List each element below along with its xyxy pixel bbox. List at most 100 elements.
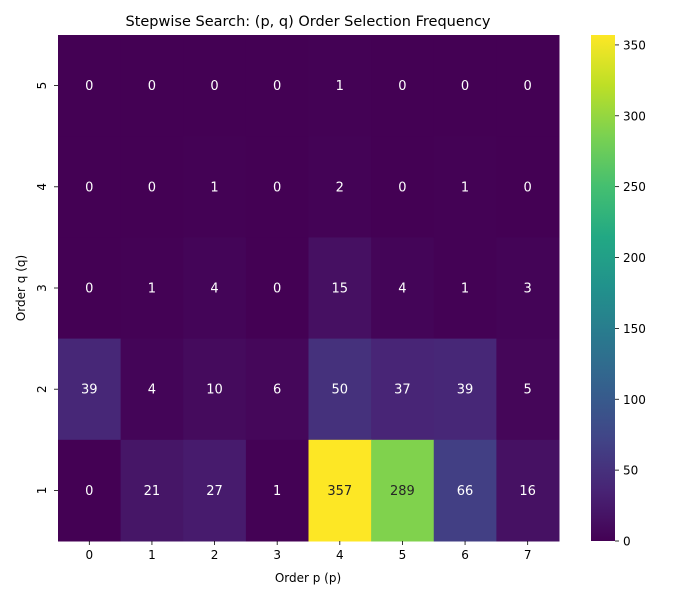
heatmap-cell [371, 35, 435, 137]
y-axis-label: Order q (q) [14, 255, 28, 321]
cell-value-label: 4 [148, 383, 156, 398]
cell-value-label: 37 [394, 383, 411, 398]
cell-value-label: 0 [85, 180, 93, 195]
colorbar-tick-label: 50 [623, 464, 638, 478]
cell-value-label: 357 [327, 484, 352, 499]
heatmap-cell [183, 439, 247, 542]
cell-value-label: 0 [398, 180, 406, 195]
cell-value-label: 2 [336, 180, 344, 195]
heatmap-cell [433, 35, 497, 137]
heatmap-cell [433, 136, 497, 238]
cell-value-label: 66 [457, 484, 474, 499]
y-tick-label: 2 [35, 385, 49, 393]
cell-value-label: 289 [390, 484, 415, 499]
colorbar-tick-label: 150 [623, 322, 646, 336]
heatmap-cell [245, 338, 309, 441]
colorbar-tick-label: 250 [623, 180, 646, 194]
heatmap-cell-labels: 0 0 0 0 1 0 0 00 0 1 0 2 0 1 00 1 4 0 15 4 1 339 4 10 6 50 37 39 50 2… [81, 79, 536, 499]
heatmap-cell [433, 237, 497, 340]
cell-value-label: 4 [398, 282, 406, 297]
cell-value-label: 3 [524, 282, 532, 297]
heatmap-cell [496, 237, 560, 340]
heatmap-cell [308, 439, 372, 542]
heatmap-cell [308, 237, 372, 340]
heatmap-cell [58, 35, 122, 137]
colorbar-ticks: 0 50 100 150 200 250 300 350 [615, 38, 646, 549]
x-tick-label: 1 [148, 548, 156, 562]
y-tick-label: 4 [35, 183, 49, 191]
x-tick-label: 0 [85, 548, 93, 562]
cell-value-label: 0 [273, 180, 281, 195]
cell-value-label: 1 [148, 282, 156, 297]
cell-value-label: 0 [210, 79, 218, 94]
heatmap-cell [58, 136, 122, 238]
cell-value-label: 0 [148, 180, 156, 195]
heatmap-cell [245, 439, 309, 542]
colorbar-tick-label: 0 [623, 535, 631, 549]
heatmap-cell [308, 338, 372, 441]
heatmap-cell [371, 338, 435, 441]
colorbar-tick-label: 200 [623, 251, 646, 265]
heatmap-cell [120, 136, 184, 238]
cell-value-label: 6 [273, 383, 281, 398]
heatmap-cell [120, 237, 184, 340]
cell-value-label: 1 [336, 79, 344, 94]
cell-value-label: 0 [85, 79, 93, 94]
heatmap-cell [433, 439, 497, 542]
chart-title: Stepwise Search: (p, q) Order Selection … [126, 14, 491, 30]
cell-value-label: 15 [332, 282, 349, 297]
heatmap-cell [371, 237, 435, 340]
x-axis-label: Order p (p) [275, 571, 341, 585]
colorbar-tick-label: 300 [623, 109, 646, 123]
cell-value-label: 16 [519, 484, 536, 499]
heatmap-cell [245, 237, 309, 340]
cell-value-label: 0 [85, 484, 93, 499]
cell-value-label: 0 [524, 79, 532, 94]
heatmap-cell [58, 237, 122, 340]
heatmap-cell [58, 338, 122, 441]
heatmap-cell [183, 136, 247, 238]
heatmap-cell [308, 35, 372, 137]
cell-value-label: 10 [206, 383, 223, 398]
heatmap-cell [371, 136, 435, 238]
cell-value-label: 1 [461, 282, 469, 297]
y-axis: 5 4 3 2 1 [35, 82, 58, 494]
heatmap-cell [496, 439, 560, 542]
cell-value-label: 4 [210, 282, 218, 297]
heatmap-cell [120, 338, 184, 441]
x-tick-label: 2 [211, 548, 219, 562]
heatmap-cell [245, 35, 309, 137]
cell-value-label: 0 [85, 282, 93, 297]
heatmap-cell [308, 136, 372, 238]
x-tick-label: 7 [524, 548, 532, 562]
colorbar-tick-label: 100 [623, 393, 646, 407]
cell-value-label: 0 [398, 79, 406, 94]
heatmap-cell [183, 338, 247, 441]
cell-value-label: 0 [461, 79, 469, 94]
heatmap-cell [496, 35, 560, 137]
cell-value-label: 1 [461, 180, 469, 195]
colorbar-tick-label: 350 [623, 38, 646, 52]
heatmap-cells [58, 35, 560, 542]
y-tick-label: 5 [35, 82, 49, 90]
cell-value-label: 50 [332, 383, 349, 398]
cell-value-label: 0 [148, 79, 156, 94]
cell-value-label: 0 [524, 180, 532, 195]
x-tick-label: 6 [461, 548, 469, 562]
cell-value-label: 21 [144, 484, 161, 499]
cell-value-label: 1 [273, 484, 281, 499]
x-tick-label: 4 [336, 548, 344, 562]
heatmap-cell [58, 439, 122, 542]
x-tick-label: 5 [399, 548, 407, 562]
cell-value-label: 0 [273, 282, 281, 297]
heatmap-cell [245, 136, 309, 238]
heatmap-cell [183, 35, 247, 137]
heatmap-cell [371, 439, 435, 542]
cell-value-label: 39 [81, 383, 98, 398]
x-tick-label: 3 [273, 548, 281, 562]
cell-value-label: 0 [273, 79, 281, 94]
heatmap-cell [496, 136, 560, 238]
y-tick-label: 1 [35, 487, 49, 495]
heatmap-cell [183, 237, 247, 340]
